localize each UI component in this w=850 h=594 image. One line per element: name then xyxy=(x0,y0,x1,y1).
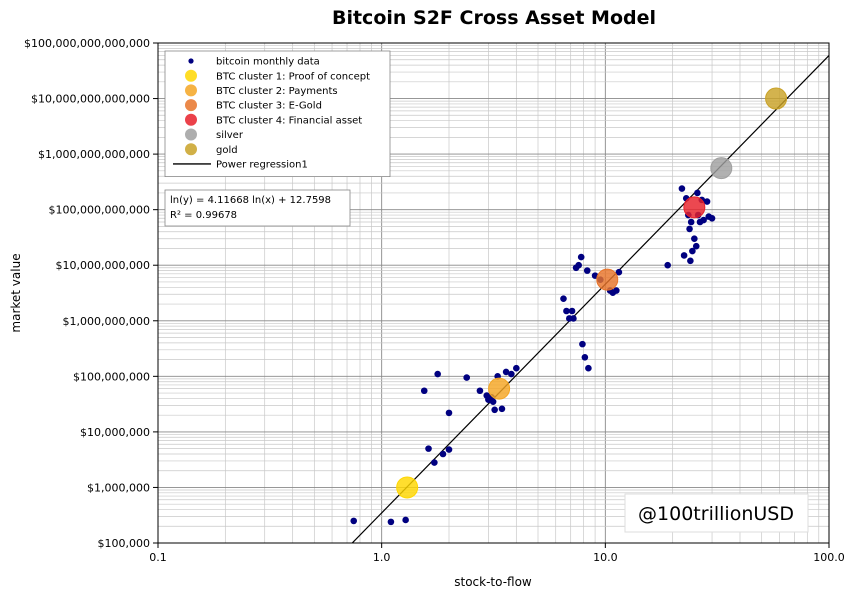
regression-annotation: ln(y) = 4.11668 ln(x) + 12.7598 R² = 0.9… xyxy=(164,189,351,227)
y-tick-label: $10,000,000,000 xyxy=(56,259,150,272)
bitcoin-monthly-point xyxy=(431,459,438,466)
bitcoin-monthly-point xyxy=(498,405,506,413)
data-points xyxy=(350,87,788,526)
bitcoin-monthly-point xyxy=(387,518,395,526)
bitcoin-monthly-point xyxy=(439,450,447,458)
cluster-point xyxy=(710,157,733,180)
bitcoin-monthly-point xyxy=(563,307,570,315)
bitcoin-monthly-point xyxy=(508,370,515,378)
y-tick-label: $1,000,000 xyxy=(87,481,150,494)
legend-label: Power regression1 xyxy=(216,160,308,171)
legend-marker xyxy=(185,99,197,112)
chart-title: Bitcoin S2F Cross Asset Model xyxy=(332,7,656,29)
watermark-text: @100trillionUSD xyxy=(638,503,794,525)
bitcoin-monthly-point xyxy=(577,253,585,261)
legend-label: silver xyxy=(216,130,244,141)
y-tick-label: $10,000,000 xyxy=(80,426,150,439)
legend: bitcoin monthly data BTC cluster 1: Proof… xyxy=(164,50,391,177)
x-tick-label: 1.0 xyxy=(373,551,391,564)
legend-label: BTC cluster 3: E-Gold xyxy=(216,101,322,112)
legend-label: bitcoin monthly data xyxy=(216,57,320,68)
bitcoin-monthly-point xyxy=(463,374,471,381)
plot-frame xyxy=(157,42,830,544)
bitcoin-monthly-point xyxy=(476,387,484,395)
bitcoin-monthly-point xyxy=(687,257,694,265)
y-tick-label: $1,000,000,000 xyxy=(63,315,150,328)
bitcoin-monthly-point xyxy=(687,218,695,226)
bitcoin-monthly-point xyxy=(502,368,510,376)
bitcoin-monthly-point xyxy=(700,216,707,224)
legend-marker xyxy=(185,143,197,156)
bitcoin-monthly-point xyxy=(691,235,698,243)
x-tick-label: 0.1 xyxy=(149,551,167,564)
cluster-point xyxy=(683,196,706,219)
bitcoin-monthly-point xyxy=(613,287,620,294)
watermark-box xyxy=(624,493,809,533)
bitcoin-monthly-point xyxy=(445,446,453,453)
bitcoin-monthly-point xyxy=(350,517,358,525)
bitcoin-monthly-point xyxy=(491,406,498,414)
y-axis-label: market value xyxy=(9,253,23,332)
legend-marker xyxy=(188,58,194,64)
bitcoin-monthly-point xyxy=(570,315,577,322)
x-tick-label: 100.0 xyxy=(813,551,845,564)
bitcoin-monthly-point xyxy=(402,516,409,524)
axis-ticks: 0.1 1.0 10.0 100.0 $100,000 $1,000,000 $10,000… xyxy=(24,37,845,564)
bitcoin-monthly-point xyxy=(420,387,428,395)
bitcoin-monthly-point xyxy=(513,364,520,372)
x-axis-label: stock-to-flow xyxy=(454,575,532,589)
x-tick-label: 10.0 xyxy=(593,551,618,564)
bitcoin-monthly-point xyxy=(581,354,589,361)
bitcoin-monthly-point xyxy=(579,340,586,348)
annotation-equation: ln(y) = 4.11668 ln(x) + 12.7598 xyxy=(170,195,331,206)
bitcoin-monthly-point xyxy=(689,247,696,255)
bitcoin-monthly-point xyxy=(434,370,441,378)
bitcoin-monthly-point xyxy=(585,364,592,372)
cluster-point xyxy=(396,476,419,499)
bitcoin-monthly-point xyxy=(425,445,432,452)
bitcoin-monthly-point xyxy=(445,409,453,417)
cluster-point xyxy=(596,268,619,291)
annotation-r2: R² = 0.99678 xyxy=(170,210,237,221)
bitcoin-monthly-point xyxy=(489,398,497,405)
legend-marker xyxy=(185,69,197,82)
bitcoin-monthly-point xyxy=(692,242,700,250)
bitcoin-monthly-point xyxy=(686,225,693,233)
bitcoin-monthly-point xyxy=(560,295,567,302)
y-tick-label: $100,000,000,000,000 xyxy=(24,37,150,50)
bitcoin-monthly-point xyxy=(664,261,671,269)
legend-label: BTC cluster 2: Payments xyxy=(216,86,338,97)
bitcoin-monthly-point xyxy=(694,189,701,197)
watermark: @100trillionUSD xyxy=(624,493,809,533)
bitcoin-monthly-point xyxy=(708,214,716,222)
bitcoin-monthly-point xyxy=(678,185,686,192)
y-tick-label: $1,000,000,000,000 xyxy=(38,148,150,161)
legend-box xyxy=(164,50,391,177)
legend-marker xyxy=(185,128,197,141)
bitcoin-monthly-point xyxy=(703,198,711,205)
cluster-point xyxy=(765,87,788,110)
y-tick-label: $100,000,000,000 xyxy=(49,204,150,217)
bitcoin-monthly-point xyxy=(615,268,623,276)
legend-label: BTC cluster 1: Proof of concept xyxy=(216,71,370,82)
y-tick-label: $100,000,000 xyxy=(73,370,150,383)
y-tick-label: $100,000 xyxy=(98,537,151,550)
y-tick-label: $10,000,000,000,000 xyxy=(31,93,150,106)
bitcoin-monthly-point xyxy=(575,261,582,269)
bitcoin-monthly-point xyxy=(583,267,591,274)
bitcoin-monthly-point xyxy=(568,307,576,315)
legend-label: BTC cluster 4: Financial asset xyxy=(216,115,362,126)
legend-label: gold xyxy=(216,145,238,156)
legend-marker xyxy=(185,113,197,126)
legend-marker xyxy=(185,84,197,97)
annotation-box xyxy=(164,189,351,227)
bitcoin-monthly-point xyxy=(680,252,688,259)
cluster-point xyxy=(488,377,511,400)
